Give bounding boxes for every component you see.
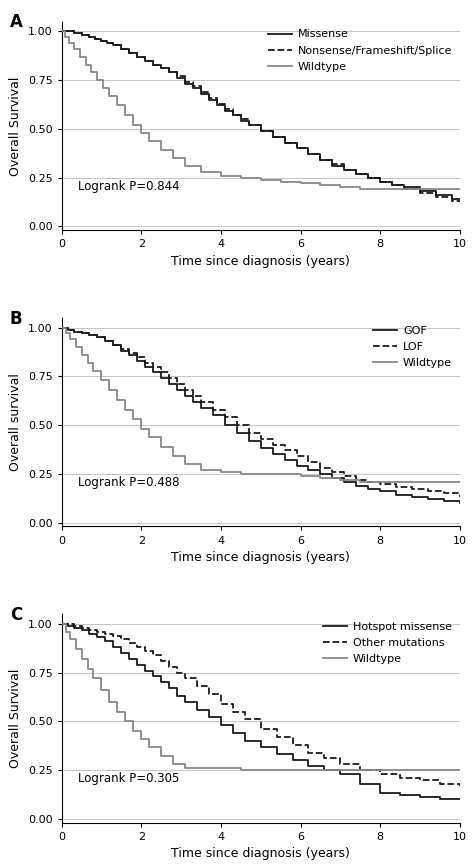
Legend: GOF, LOF, Wildtype: GOF, LOF, Wildtype <box>369 321 456 372</box>
Y-axis label: Overall survival: Overall survival <box>9 373 22 471</box>
X-axis label: Time since diagnosis (years): Time since diagnosis (years) <box>171 847 350 860</box>
Text: Logrank P=0.305: Logrank P=0.305 <box>78 772 179 785</box>
Text: Logrank P=0.844: Logrank P=0.844 <box>78 180 179 193</box>
Text: B: B <box>10 309 22 327</box>
Text: C: C <box>10 605 22 624</box>
X-axis label: Time since diagnosis (years): Time since diagnosis (years) <box>171 551 350 564</box>
Legend: Missense, Nonsense/Frameshift/Splice, Wildtype: Missense, Nonsense/Frameshift/Splice, Wi… <box>263 25 456 76</box>
X-axis label: Time since diagnosis (years): Time since diagnosis (years) <box>171 255 350 268</box>
Y-axis label: Overall Survival: Overall Survival <box>9 76 22 176</box>
Y-axis label: Overall Survival: Overall Survival <box>9 669 22 768</box>
Legend: Hotspot missense, Other mutations, Wildtype: Hotspot missense, Other mutations, Wildt… <box>319 617 456 669</box>
Text: Logrank P=0.488: Logrank P=0.488 <box>78 476 179 489</box>
Text: A: A <box>10 13 23 31</box>
